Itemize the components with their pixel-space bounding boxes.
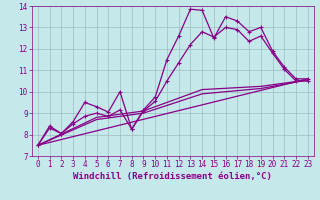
X-axis label: Windchill (Refroidissement éolien,°C): Windchill (Refroidissement éolien,°C): [73, 172, 272, 181]
